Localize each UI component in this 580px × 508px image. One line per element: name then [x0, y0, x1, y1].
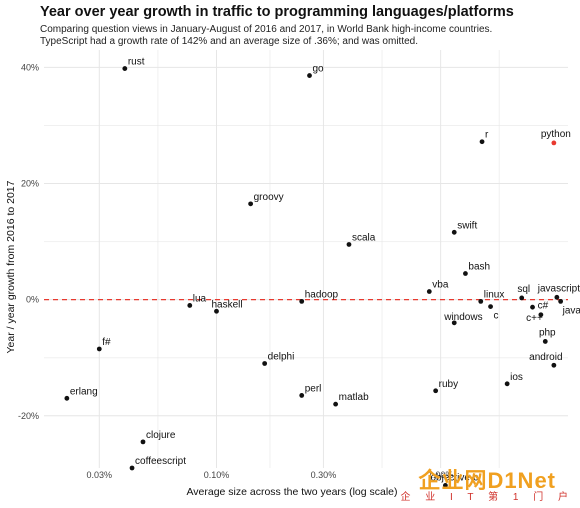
point-f#	[96, 346, 102, 352]
point-layer	[64, 66, 564, 488]
point-windows	[451, 320, 457, 326]
watermark-logo: 企业网D1Net 企 业 I T 第 1 门 户	[400, 470, 574, 504]
point-label-javascript: javascript	[537, 283, 580, 294]
point-lua	[187, 303, 193, 308]
point-label-bash: bash	[468, 262, 490, 273]
point-java	[558, 298, 564, 304]
point-swift	[451, 229, 457, 235]
point-label-ruby: ruby	[439, 379, 458, 390]
point-objective-c	[442, 483, 448, 488]
point-label-java: java	[562, 305, 580, 316]
watermark-bottom: 企 业 I T 第 1 门 户	[400, 492, 574, 503]
x-tick-label: 1.00%	[428, 470, 454, 480]
point-erlang	[64, 395, 70, 401]
point-android	[551, 362, 557, 368]
x-axis-title: Average size across the two years (log s…	[186, 486, 397, 498]
point-groovy	[248, 201, 254, 207]
watermark-top: 企业网D1Net	[418, 468, 557, 493]
point-python	[551, 140, 557, 146]
point-javascript	[554, 294, 560, 300]
x-tick-label: 0.10%	[204, 470, 230, 480]
point-label-f#: f#	[102, 337, 111, 348]
y-tick-label: 40%	[21, 62, 39, 72]
point-matlab	[333, 401, 339, 407]
point-go	[307, 73, 312, 78]
chart-subtitle-line-2: TypeScript had a growth rate of 142% and…	[40, 36, 419, 47]
point-rust	[122, 66, 128, 71]
point-php	[542, 339, 548, 344]
point-label-rust: rust	[128, 57, 145, 68]
point-label-lua: lua	[193, 293, 207, 304]
point-label-php: php	[539, 327, 556, 338]
point-label-ios: ios	[510, 372, 523, 383]
point-label-erlang: erlang	[70, 386, 98, 397]
point-label-r: r	[485, 130, 489, 141]
point-c#	[538, 312, 544, 318]
point-scala	[346, 242, 352, 247]
point-label-groovy: groovy	[254, 192, 284, 203]
point-label-linux: linux	[484, 289, 505, 300]
grid-layer	[44, 50, 568, 468]
chart-title: Year over year growth in traffic to prog…	[40, 4, 514, 20]
point-label-swift: swift	[457, 220, 477, 231]
point-label-c#: c#	[538, 301, 549, 312]
point-label-windows: windows	[443, 312, 482, 323]
point-r	[479, 139, 485, 145]
point-label-hadoop: hadoop	[305, 289, 339, 300]
point-clojure	[140, 439, 146, 445]
point-label-vba: vba	[432, 280, 449, 291]
x-tick-label: 0.03%	[87, 470, 113, 480]
y-tick-label: 20%	[21, 179, 39, 189]
point-label-scala: scala	[352, 232, 376, 243]
point-vba	[426, 289, 432, 294]
point-sql	[519, 295, 525, 301]
point-linux	[478, 298, 484, 304]
point-c	[488, 304, 493, 310]
point-haskell	[214, 308, 219, 314]
point-hadoop	[299, 298, 305, 304]
point-bash	[463, 271, 468, 276]
tick-label-layer: 0.03% 0.10% 0.30% 1.00% 40% 20% 0% -20%	[18, 62, 453, 480]
y-axis-title: Year / year growth from 2016 to 2017	[5, 180, 17, 353]
point-delphi	[262, 361, 268, 366]
point-perl	[299, 393, 305, 398]
point-label-objective-c: objective-c	[430, 472, 478, 483]
point-label-go: go	[313, 64, 325, 75]
point-label-delphi: delphi	[268, 352, 295, 363]
point-label-python: python	[541, 129, 571, 140]
y-tick-label: -20%	[18, 411, 39, 421]
chart-subtitle-line-1: Comparing question views in January-Augu…	[40, 24, 493, 35]
point-c++	[530, 304, 535, 310]
x-tick-label: 0.30%	[311, 470, 337, 480]
point-coffeescript	[129, 465, 135, 471]
point-label-android: android	[529, 352, 562, 363]
point-label-c++: c++	[526, 313, 543, 324]
point-label-sql: sql	[517, 284, 530, 295]
point-label-clojure: clojure	[146, 430, 176, 441]
y-tick-label: 0%	[26, 295, 39, 305]
point-label-coffeescript: coffeescript	[135, 456, 186, 467]
point-label-perl: perl	[305, 383, 322, 394]
point-ios	[504, 381, 510, 387]
point-label-c: c	[494, 311, 499, 322]
point-label-matlab: matlab	[339, 392, 369, 403]
point-ruby	[433, 388, 439, 394]
point-label-haskell: haskell	[211, 299, 242, 310]
